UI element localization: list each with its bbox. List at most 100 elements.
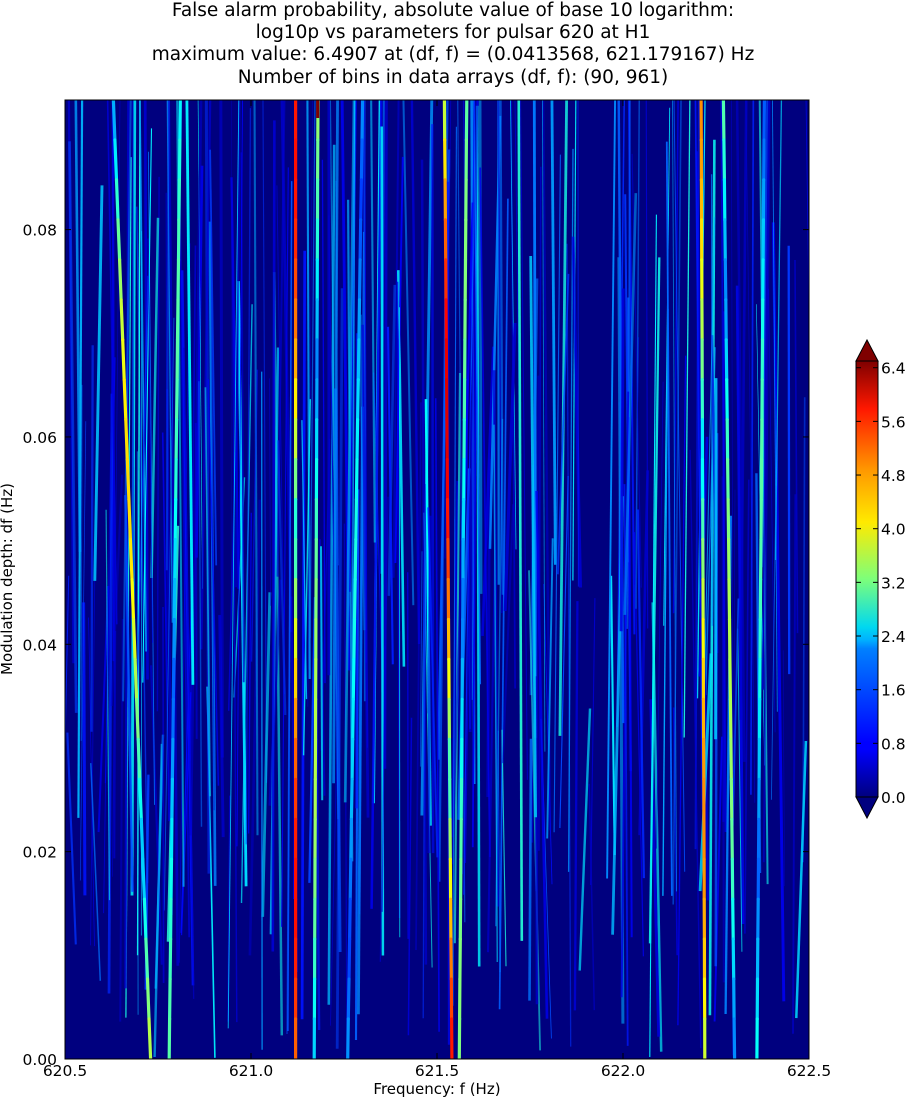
heatmap-streak <box>194 422 198 739</box>
heatmap-streak <box>498 198 509 1010</box>
heatmap-streak <box>567 148 574 872</box>
heatmap-ridge-segment <box>348 857 353 901</box>
heatmap-ridge-segment <box>356 378 360 422</box>
y-tick-label: 0.02 <box>22 844 57 862</box>
heatmap-ridge-segment <box>729 777 734 821</box>
heatmap-streak <box>768 288 776 733</box>
y-tick-label: 0.04 <box>22 636 57 654</box>
heatmap-streak <box>649 214 657 1058</box>
heatmap-streak <box>386 326 394 665</box>
heatmap-ridge-segment <box>139 817 145 861</box>
heatmap-streak <box>758 100 769 885</box>
heatmap-ridge-segment <box>354 458 359 502</box>
heatmap-streak <box>623 193 638 615</box>
y-axis-label: Modulation depth: df (Hz) <box>0 483 16 675</box>
heatmap-ridge-segment <box>725 458 730 502</box>
title-line-1: False alarm probability, absolute value … <box>171 0 735 21</box>
heatmap-streak <box>332 100 339 784</box>
heatmap-streak <box>468 100 479 733</box>
heatmap-ridge-segment <box>136 737 142 781</box>
heatmap-streak <box>538 166 542 851</box>
colorbar-bottom-extend <box>855 796 879 820</box>
heatmap-ridge-segment <box>130 577 136 622</box>
heatmap-ridge-segment <box>359 138 364 182</box>
heatmap-streak <box>68 141 78 713</box>
heatmap-ridge-segment <box>128 537 134 582</box>
heatmap-streak <box>546 538 554 839</box>
heatmap-streak <box>558 100 569 736</box>
heatmap-streak <box>750 100 755 795</box>
heatmap-ridge-segment <box>348 897 352 941</box>
heatmap-ridge-segment <box>349 777 354 821</box>
heatmap-ridge-segment <box>113 138 119 182</box>
heatmap-streak <box>111 100 116 662</box>
heatmap-streak <box>307 100 313 707</box>
heatmap-streak <box>497 100 503 614</box>
heatmap-streak <box>321 159 326 684</box>
heatmap-streak <box>735 285 745 925</box>
heatmap-streak <box>320 546 324 801</box>
heatmap-ridge-segment <box>721 100 726 142</box>
heatmap-ridge-segment <box>173 498 178 542</box>
y-tick-label: 0.08 <box>22 222 57 240</box>
heatmap-streak <box>590 598 596 886</box>
heatmap-streak <box>431 124 435 854</box>
heatmap-streak <box>731 100 734 772</box>
x-tick-label: 621.5 <box>415 1062 459 1080</box>
heatmap-ridge-segment <box>138 777 143 821</box>
heatmap-streak <box>268 378 272 606</box>
heatmap-ridge-segment <box>176 258 181 302</box>
heatmap-streak <box>381 645 386 912</box>
heatmap-ridge-segment <box>168 977 172 1021</box>
heatmap-ridge-segment <box>730 817 734 861</box>
heatmap-streak <box>704 217 716 685</box>
heatmap-streak <box>721 476 725 983</box>
heatmap-streak <box>343 100 356 803</box>
heatmap-streak <box>420 159 428 965</box>
heatmap-streak <box>761 100 770 690</box>
heatmap-streak <box>176 100 185 887</box>
heatmap-streak <box>370 100 383 909</box>
heatmap-ridge-segment <box>116 218 122 262</box>
heatmap-ridge-segment <box>131 617 137 662</box>
heatmap-streak <box>236 100 243 847</box>
heatmap-streak <box>90 763 102 981</box>
title-line-4: Number of bins in data arrays (df, f): (… <box>237 67 669 88</box>
heatmap-streak <box>619 288 625 632</box>
heatmap-streak <box>427 507 439 858</box>
heatmap-streak <box>306 100 311 680</box>
heatmap-streak <box>122 100 132 702</box>
heatmap-streak <box>745 100 756 803</box>
heatmap-streak <box>529 255 537 818</box>
heatmap-ridge-segment <box>727 577 732 622</box>
heatmap-ridge-segment <box>127 498 132 542</box>
heatmap-ridge-segment <box>724 338 729 382</box>
heatmap-streak <box>250 369 259 662</box>
heatmap-streak <box>731 598 740 826</box>
heatmap-streak <box>762 100 771 863</box>
heatmap-streak <box>635 100 640 609</box>
y-tick-label: 0.00 <box>22 1051 57 1069</box>
heatmap-streak <box>402 100 415 606</box>
heatmap-ridge-segment <box>172 617 176 662</box>
heatmap-ridge-segment <box>177 178 181 222</box>
heatmap-streak <box>628 417 633 938</box>
heatmap-streak <box>683 100 691 738</box>
heatmap-streak <box>478 100 483 594</box>
heatmap-ridge-segment <box>135 697 140 741</box>
heatmap-ridge-segment <box>124 418 129 462</box>
y-tick-label: 0.06 <box>22 429 57 447</box>
heatmap-streak <box>744 479 750 934</box>
heatmap-streak <box>501 729 507 967</box>
heatmap-streak <box>66 732 77 945</box>
heatmap-streak <box>510 100 517 550</box>
heatmap-ridge-segment <box>142 897 148 941</box>
colorbar-tick-label: 3.2 <box>881 574 906 592</box>
heatmap-ridge-segment <box>731 937 736 981</box>
heatmap-streak <box>181 692 192 936</box>
heatmap-streak <box>197 100 203 589</box>
heatmap-streak <box>154 734 165 989</box>
heatmap-streak <box>452 126 457 1006</box>
heatmap-streak <box>143 100 149 680</box>
heatmap-streak <box>542 100 552 831</box>
